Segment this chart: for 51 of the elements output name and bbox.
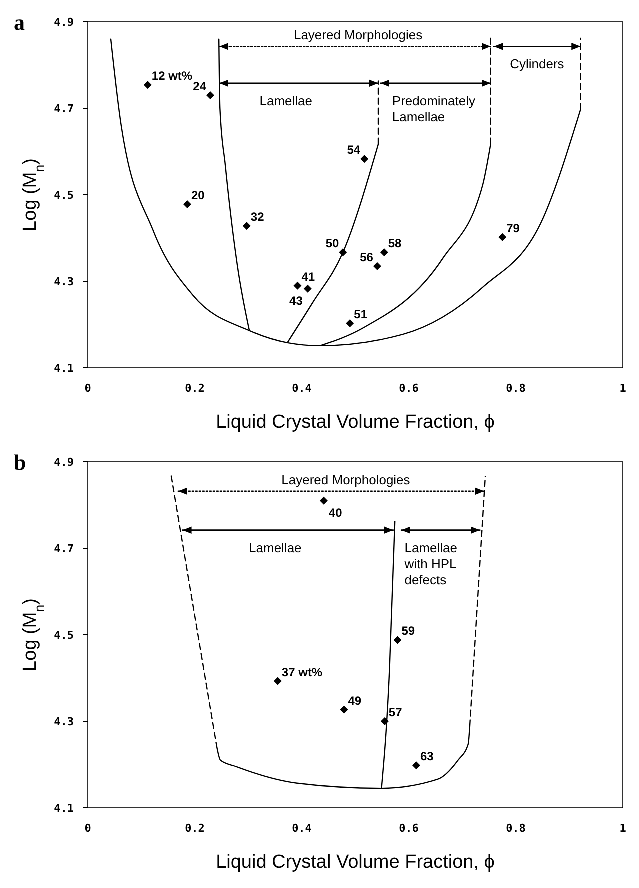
x-axis-title: Liquid Crystal Volume Fraction, ϕ xyxy=(216,412,495,433)
y-tick-label: 4.7 xyxy=(54,542,74,556)
annotation: 12 wt% xyxy=(152,69,193,84)
y-tick-label: 4.9 xyxy=(54,456,74,469)
annotation: Layered Morphologies xyxy=(294,28,424,43)
y-tick-label: 4.9 xyxy=(54,16,74,29)
x-tick-label: 0 xyxy=(84,382,92,395)
annotation: Predominately Lamellae xyxy=(392,93,476,124)
annotation: 51 xyxy=(354,307,368,322)
annotation: 43 xyxy=(290,294,304,308)
y-tick-label: 4.1 xyxy=(54,362,74,375)
x-tick-label: 0.4 xyxy=(292,822,312,835)
annotation: Lamellae xyxy=(260,93,312,108)
annotation: 63 xyxy=(420,750,434,764)
x-tick-label: 0.6 xyxy=(399,822,420,835)
annotation: 57 xyxy=(388,706,403,720)
annotation: Cylinders xyxy=(510,56,565,72)
y-tick-label: 4.3 xyxy=(54,715,74,728)
x-tick-label: 0.8 xyxy=(506,822,526,835)
x-axis-title: Liquid Crystal Volume Fraction, ϕ xyxy=(216,852,495,873)
annotation: 58 xyxy=(388,236,402,251)
chart-title: a xyxy=(14,10,25,35)
x-tick-label: 0.6 xyxy=(399,382,420,395)
x-tick-label: 0.4 xyxy=(292,382,312,395)
annotation: 56 xyxy=(360,250,374,264)
chart-title: b xyxy=(14,450,26,475)
x-tick-label: 1 xyxy=(620,822,627,835)
y-tick-label: 4.1 xyxy=(54,802,74,815)
y-tick-label: 4.5 xyxy=(54,628,74,642)
annotation: 24 xyxy=(193,80,207,94)
x-tick-label: 0 xyxy=(84,822,92,835)
annotation: Lamellae with HPL defects xyxy=(404,540,458,588)
annotation: 32 xyxy=(250,210,265,224)
annotation: 49 xyxy=(348,694,362,708)
annotation: 50 xyxy=(326,236,340,251)
annotation: Layered Morphologies xyxy=(282,472,411,488)
y-tick-label: 4.3 xyxy=(54,275,74,288)
annotation: 59 xyxy=(402,624,416,638)
y-tick-label: 4.7 xyxy=(54,102,74,116)
x-tick-label: 0.2 xyxy=(185,382,205,395)
x-tick-label: 0.8 xyxy=(506,382,526,395)
annotation: 54 xyxy=(347,143,361,158)
y-tick-label: 4.5 xyxy=(54,188,74,202)
annotation: 79 xyxy=(506,221,520,236)
annotation: 20 xyxy=(192,188,206,203)
x-tick-label: 0.2 xyxy=(185,822,205,835)
x-tick-label: 1 xyxy=(620,382,627,395)
annotation: 41 xyxy=(302,270,316,284)
annotation: 40 xyxy=(328,506,343,520)
annotation: Lamellae xyxy=(249,540,302,556)
annotation: 37 wt% xyxy=(282,665,323,680)
